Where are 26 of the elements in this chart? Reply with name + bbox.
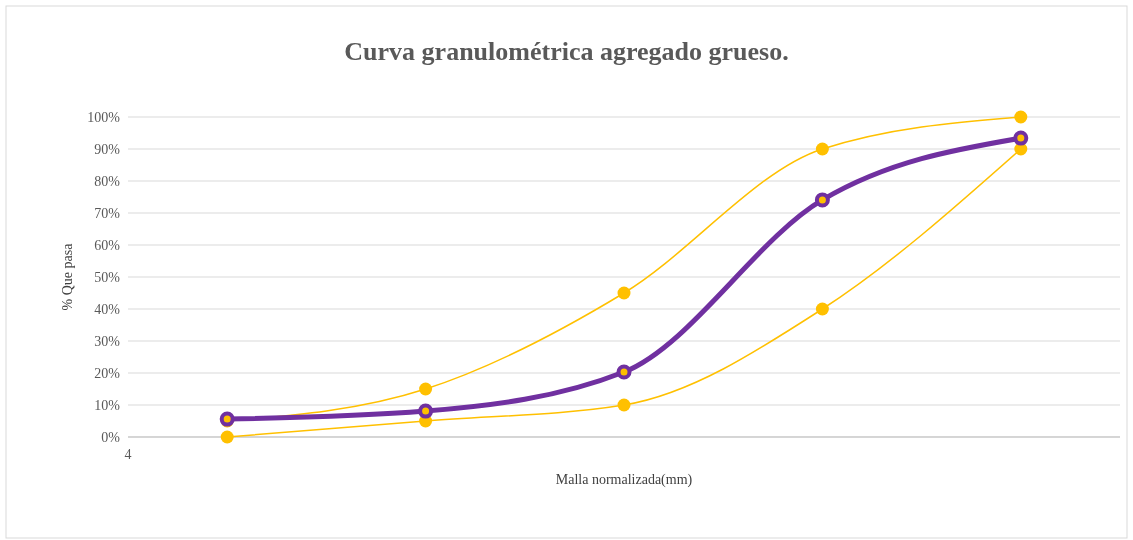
text: 4 (124, 447, 132, 462)
point (617, 398, 631, 412)
y-tick-label: 20% (94, 365, 121, 381)
point (418, 403, 434, 419)
y-tick-label: 50% (94, 269, 121, 285)
point (815, 142, 829, 156)
point (419, 382, 433, 396)
point (617, 286, 631, 300)
y-tick-label: 60% (94, 237, 121, 253)
y-tick-label: 40% (94, 301, 121, 317)
point (815, 302, 829, 316)
point (220, 430, 234, 444)
y-tick-label: 90% (94, 141, 121, 157)
y-tick-label: 0% (101, 429, 121, 445)
y-tick-label: 80% (94, 173, 121, 189)
point (616, 364, 632, 380)
point (1013, 130, 1029, 146)
y-axis-title: % Que pasa (60, 242, 75, 311)
y-tick-label: 10% (94, 397, 121, 413)
chart-title: Curva granulométrica agregado grueso. (344, 37, 789, 66)
point (1014, 110, 1028, 124)
x-axis-title: Malla normalizada(mm) (555, 472, 693, 488)
y-tick-label: 30% (94, 333, 121, 349)
y-tick-label: 70% (94, 205, 121, 221)
y-tick-label: 100% (87, 109, 121, 125)
point (814, 192, 830, 208)
